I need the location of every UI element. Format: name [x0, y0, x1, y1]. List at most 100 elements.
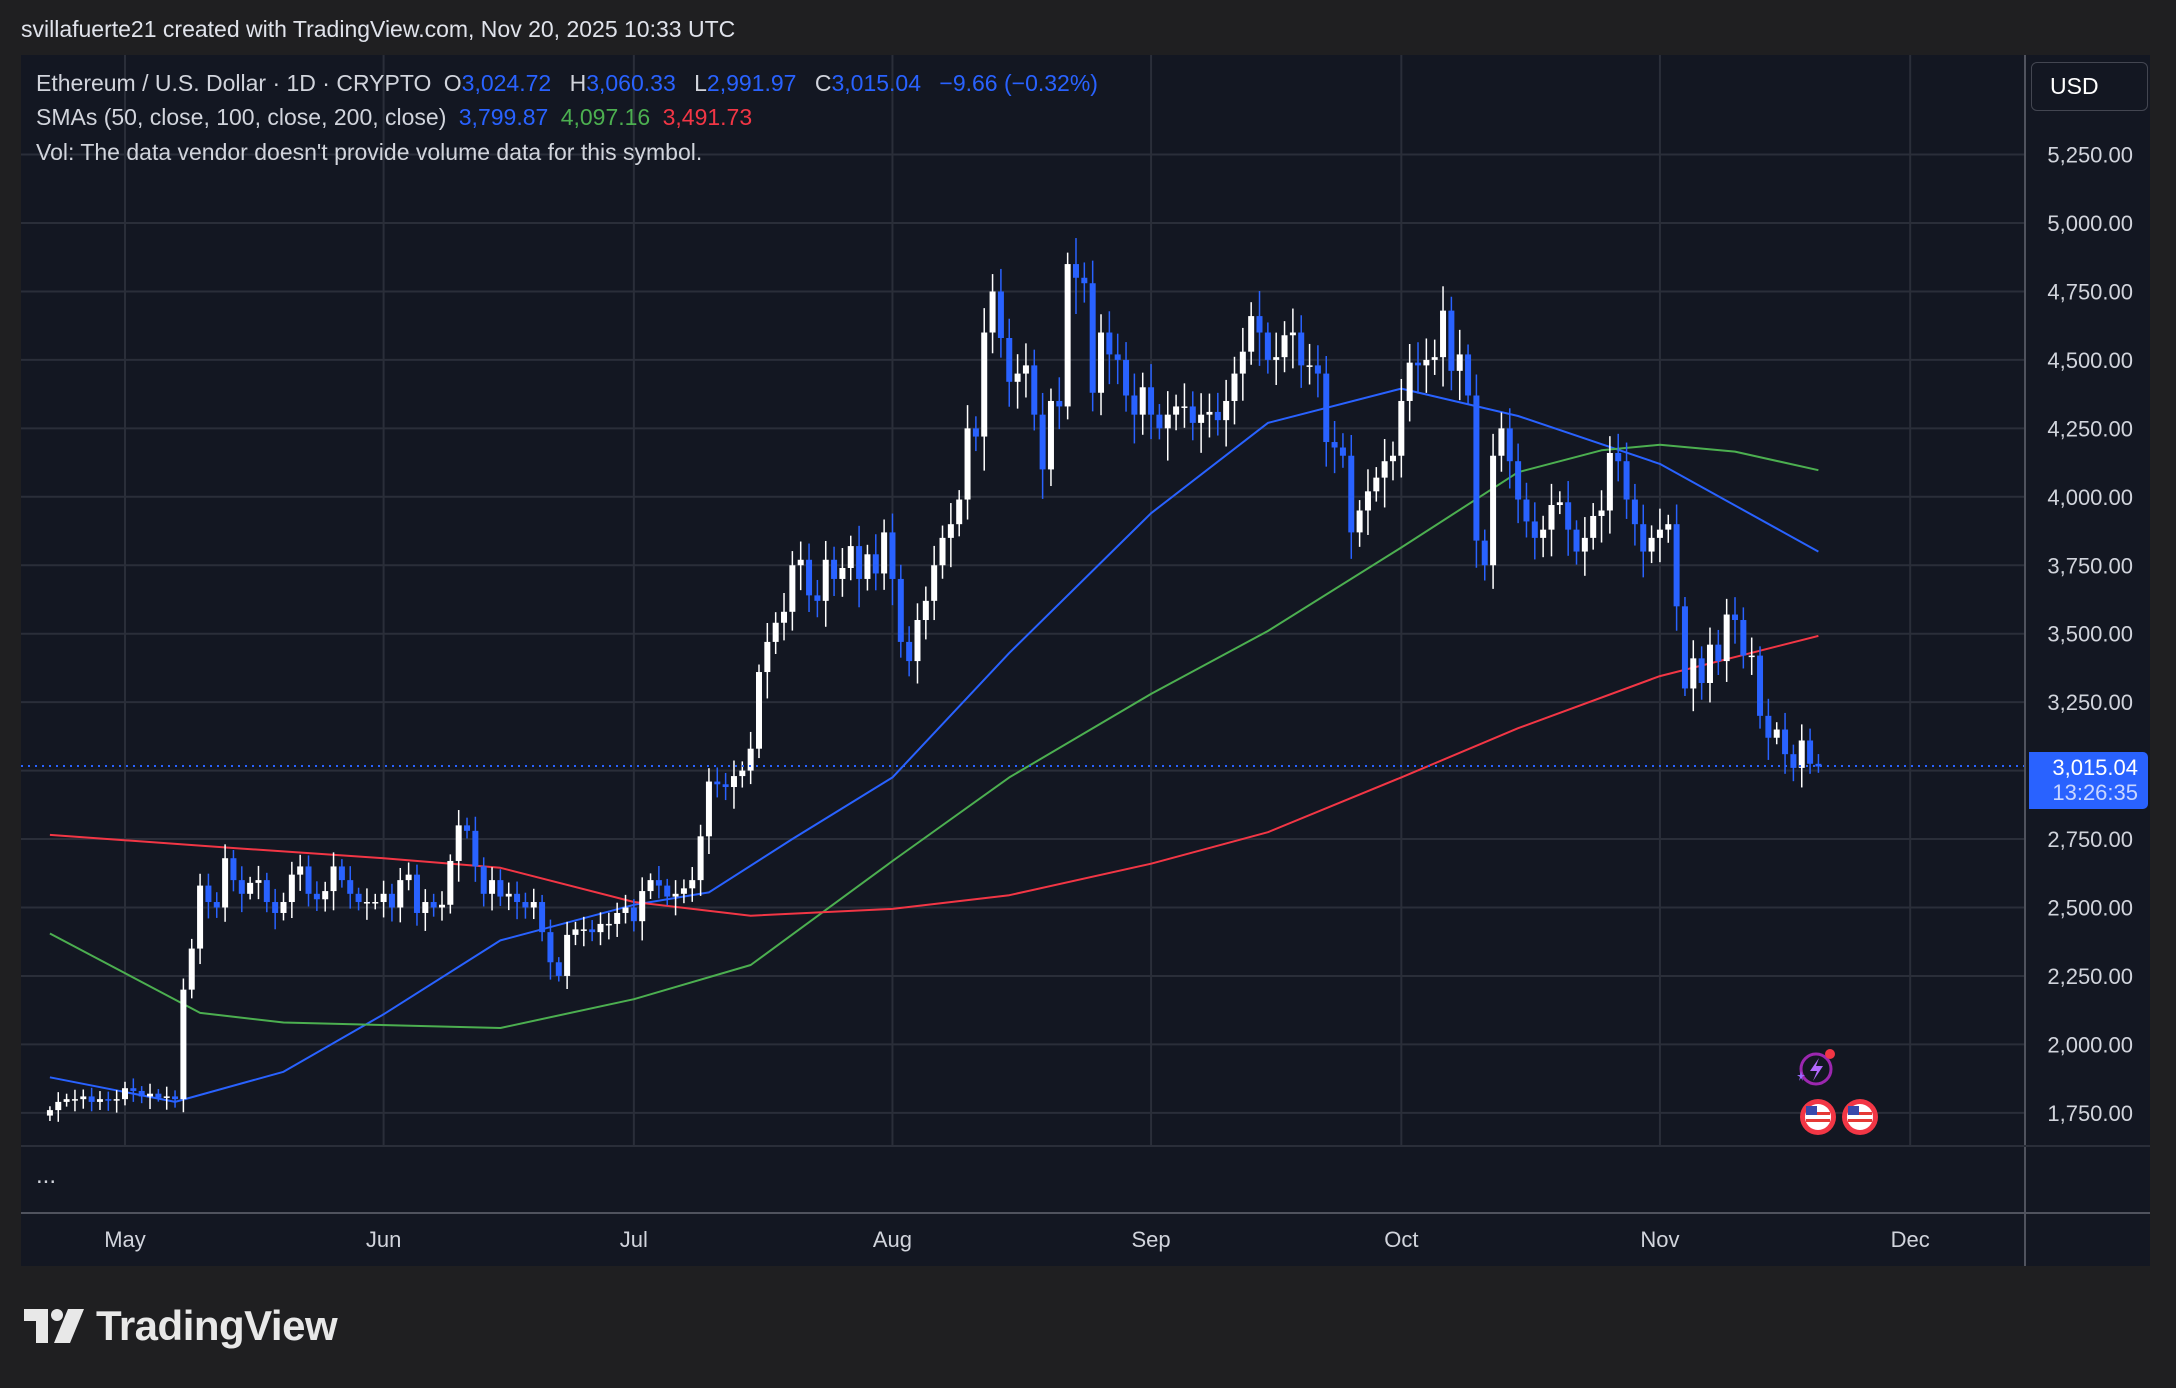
candle-body	[205, 885, 212, 903]
candle	[1648, 525, 1655, 564]
candle	[1214, 392, 1221, 436]
candle-body	[497, 880, 504, 897]
symbol-legend[interactable]: Ethereum / U.S. Dollar · 1D · CRYPTO O3,…	[36, 70, 1104, 97]
candle	[213, 892, 220, 918]
candle	[839, 548, 846, 597]
candle-body	[413, 874, 420, 913]
y-tick-label: 4,250.00	[2047, 416, 2133, 441]
candle-body	[1456, 354, 1463, 371]
candle	[1081, 262, 1088, 303]
candle	[1440, 286, 1447, 387]
candle	[1473, 374, 1480, 568]
candle	[1498, 412, 1505, 472]
x-tick-label: Sep	[1131, 1227, 1170, 1252]
events-icons[interactable]	[1797, 1049, 1878, 1135]
candle	[80, 1089, 87, 1109]
candle	[1815, 754, 1822, 773]
candle	[138, 1086, 145, 1104]
tradingview-logo[interactable]: TradingView	[24, 1302, 338, 1350]
candle-body	[697, 836, 704, 881]
candle	[372, 893, 379, 910]
y-tick-label: 2,500.00	[2047, 896, 2133, 921]
candle	[1573, 520, 1580, 565]
candle-body	[1381, 461, 1388, 478]
time-axis[interactable]: May Jun Jul Aug Sep Oct Nov Dec	[104, 1227, 1930, 1252]
candle	[505, 882, 512, 911]
candle-body	[213, 902, 220, 908]
candle	[205, 873, 212, 919]
candle	[1173, 394, 1180, 431]
candle	[280, 892, 287, 921]
candle	[1565, 481, 1572, 556]
candle-body	[1389, 455, 1396, 462]
price-axis[interactable]: 1,750.00 2,000.00 2,250.00 2,500.00 2,750.00…	[2047, 143, 2133, 1126]
grid	[21, 55, 2024, 1145]
candle-body	[1773, 729, 1780, 738]
candle-body	[46, 1110, 53, 1116]
y-tick-label: 2,250.00	[2047, 964, 2133, 989]
candle	[338, 859, 345, 888]
candle-body	[1665, 524, 1672, 530]
candle-body	[1206, 411, 1213, 415]
us-flag-event-icon[interactable]	[1842, 1099, 1878, 1135]
candle-body	[1231, 373, 1238, 401]
x-tick-label: Jun	[366, 1227, 401, 1252]
candle-body	[572, 929, 579, 935]
candle	[1773, 722, 1780, 745]
candle	[964, 405, 971, 520]
ohlc-high: H3,060.33	[569, 70, 676, 96]
more-button[interactable]: ...	[36, 1162, 57, 1189]
candle-body	[1031, 365, 1038, 415]
candle	[438, 891, 445, 921]
candle	[622, 894, 629, 924]
candle	[155, 1089, 162, 1102]
x-tick-label: Nov	[1640, 1227, 1679, 1252]
currency-button[interactable]: USD	[2031, 62, 2148, 111]
candle	[1231, 356, 1238, 425]
candle	[1481, 529, 1488, 581]
candle-body	[872, 554, 879, 574]
candle-body	[1548, 505, 1555, 530]
x-tick-label: Dec	[1891, 1227, 1930, 1252]
candle-body	[922, 600, 929, 621]
lightning-event-icon[interactable]	[1797, 1049, 1835, 1086]
y-tick-label: 2,750.00	[2047, 827, 2133, 852]
candle-body	[438, 904, 445, 908]
candle-body	[1156, 414, 1163, 429]
candle	[1298, 315, 1305, 388]
us-flag-event-icon[interactable]	[1800, 1099, 1836, 1135]
candle-body	[1289, 332, 1296, 336]
candle	[1548, 483, 1555, 557]
candle-body	[1631, 499, 1638, 525]
candle	[472, 816, 479, 882]
candle-body	[1281, 335, 1288, 358]
candle	[872, 534, 879, 591]
candle-body	[1314, 365, 1321, 374]
y-tick-label: 4,750.00	[2047, 279, 2133, 304]
candle	[1598, 490, 1605, 543]
candle-body	[280, 902, 287, 913]
candle	[639, 877, 646, 941]
candle-body	[272, 902, 279, 913]
candle-body	[1615, 452, 1622, 462]
candle-body	[197, 885, 204, 949]
candle	[1189, 391, 1196, 441]
candle-body	[71, 1099, 78, 1101]
x-tick-label: Aug	[873, 1227, 912, 1252]
candle	[430, 893, 437, 917]
candle	[806, 543, 813, 613]
candle-body	[80, 1096, 87, 1100]
candle-body	[1064, 264, 1071, 407]
candle-body	[355, 893, 362, 903]
candle-body	[88, 1096, 95, 1102]
candle-body	[1298, 332, 1305, 366]
candle	[1072, 238, 1079, 314]
candle-body	[1373, 477, 1380, 492]
candle-body	[655, 880, 662, 886]
sma-legend[interactable]: SMAs (50, close, 100, close, 200, close)…	[36, 104, 758, 131]
candle	[572, 921, 579, 946]
candle	[255, 865, 262, 900]
candle	[1690, 640, 1697, 712]
candle-body	[580, 929, 587, 931]
